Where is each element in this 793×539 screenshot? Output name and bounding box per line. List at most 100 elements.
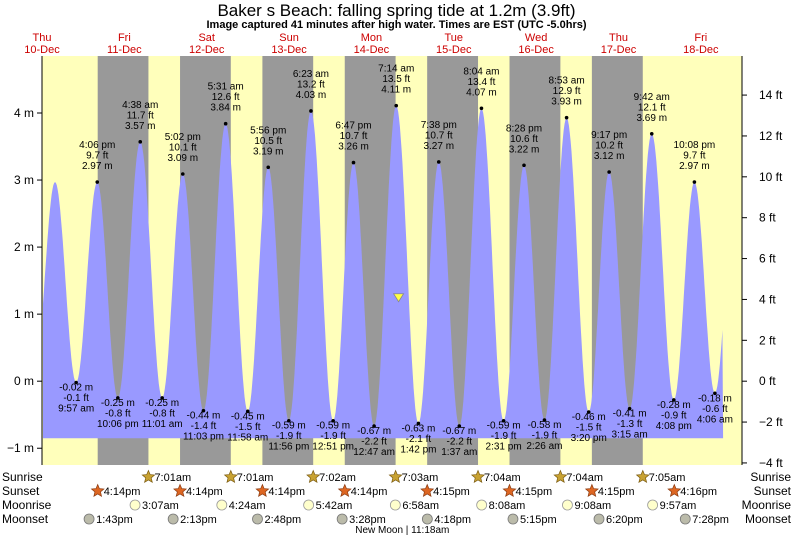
left-tick-label: 2 m [14,240,34,254]
day-label-dow: Fri [118,32,131,44]
high-tide-label: 13.2 ft [297,79,325,90]
low-tide-label: -0.25 m [145,398,179,409]
low-tide-label: 11:58 am [227,432,268,443]
low-tide-point [586,410,591,414]
high-tide-label: 4:06 pm [79,140,115,151]
sunset-star-icon [502,483,517,498]
low-tide-label: -1.9 ft [276,431,302,442]
high-tide-label: 3.27 m [423,141,454,152]
moonrise-icon [389,499,401,511]
sunrise-time: 7:04am [566,472,603,484]
high-tide-label: 3.26 m [338,142,369,153]
moonset-icon [593,513,605,525]
high-tide-point [138,140,143,144]
moonset-time: 4:18pm [434,514,471,526]
moonset-time: 5:15pm [520,514,557,526]
high-tide-label: 9.7 ft [86,151,108,162]
sunset-time: 4:15pm [516,486,553,498]
sunset-star-icon [337,483,352,498]
low-tide-point [627,406,632,411]
high-tide-label: 8:53 am [549,76,585,87]
moonrise-icon [647,499,659,511]
low-tide-label: 11:03 pm [183,432,224,443]
almanac-row-label-right: Moonset [745,512,792,526]
almanac-row-label-left: Sunrise [2,470,43,484]
low-tide-label: -0.6 ft [702,404,728,415]
moonrise-time: 3:07am [142,500,179,512]
day-label-date: 11-Dec [107,44,142,56]
low-tide-label: 11:01 am [142,419,183,430]
day-label-dow: Thu [609,32,628,44]
sunset-star-icon [90,483,105,498]
moonset-time: 2:48pm [264,514,301,526]
sunset-time: 4:15pm [598,486,635,498]
high-tide-label: 5:02 pm [165,132,201,143]
high-tide-label: 3.22 m [509,144,540,155]
low-tide-label: -0.59 m [487,421,521,432]
sunrise-star-icon [141,469,156,484]
almanac-row-label-left: Moonrise [2,498,52,512]
moonset-icon [167,513,179,525]
high-tide-label: 7:14 am [378,64,414,75]
low-tide-point [542,418,547,422]
moonrise-time: 6:58am [402,500,439,512]
high-tide-label: 5:31 am [208,82,244,93]
moonrise-time: 5:42am [316,500,353,512]
moonset-icon [252,513,263,525]
high-tide-label: 13.4 ft [468,77,496,88]
sunset-star-icon [173,483,188,498]
sunrise-star-icon [306,469,321,484]
high-tide-label: 10.6 ft [510,134,538,145]
low-tide-label: 3:20 pm [571,433,607,444]
low-tide-point [372,424,376,428]
high-tide-label: 5:56 pm [250,125,286,136]
low-tide-point [331,418,335,423]
low-tide-label: 1:42 pm [400,444,436,455]
sunrise-time: 7:04am [484,472,521,484]
low-tide-label: 1:37 am [441,447,477,458]
low-tide-label: -2.1 ft [406,434,432,445]
low-tide-point [201,408,206,413]
low-tide-label: -1.4 ft [191,421,217,432]
high-tide-label: 10.7 ft [425,130,453,141]
almanac-row-label-right: Moonrise [742,498,792,512]
sunrise-star-icon [553,469,568,484]
high-tide-point [309,109,313,113]
low-tide-label: 12:51 pm [312,442,354,453]
right-tick-label: 12 ft [759,129,783,143]
high-tide-label: 2.97 m [82,161,113,172]
right-tick-label: −4 ft [759,456,783,470]
right-tick-label: 2 ft [759,333,776,347]
low-tide-label: -0.59 m [272,421,306,432]
moonrise-time: 9:08am [574,500,611,512]
high-tide-label: 9:42 am [634,92,670,103]
low-tide-label: -0.45 m [231,411,265,422]
sunset-time: 4:14pm [104,486,141,498]
right-tick-label: 6 ft [759,252,776,266]
sunrise-star-icon [388,469,403,484]
almanac-row-label-right: Sunrise [750,470,791,484]
sunrise-time: 7:02am [319,472,356,484]
right-tick-label: 8 ft [759,211,776,225]
low-tide-label: -1.9 ft [320,431,346,442]
low-tide-label: -0.59 m [316,421,350,432]
moon-phase-label: New Moon | 11:18am [355,525,449,536]
high-tide-label: 4.07 m [466,87,497,98]
high-tide-label: 10.5 ft [254,136,282,147]
high-tide-label: 10:08 pm [674,140,716,151]
left-tick-label: −1 m [7,441,34,455]
right-tick-label: 4 ft [759,292,776,306]
moonrise-icon [562,499,573,511]
low-tide-point [287,418,291,423]
low-tide-label: -2.2 ft [361,437,387,448]
high-tide-label: 3.12 m [594,151,625,162]
moonrise-time: 8:08am [489,500,526,512]
high-tide-label: 3.84 m [210,103,241,114]
sunrise-star-icon [635,469,650,484]
high-tide-label: 10.7 ft [340,131,368,142]
moonset-time: 2:13pm [180,514,217,526]
low-tide-label: -0.9 ft [661,410,687,421]
high-tide-label: 10.2 ft [595,140,623,151]
current-tide-marker [392,293,405,303]
